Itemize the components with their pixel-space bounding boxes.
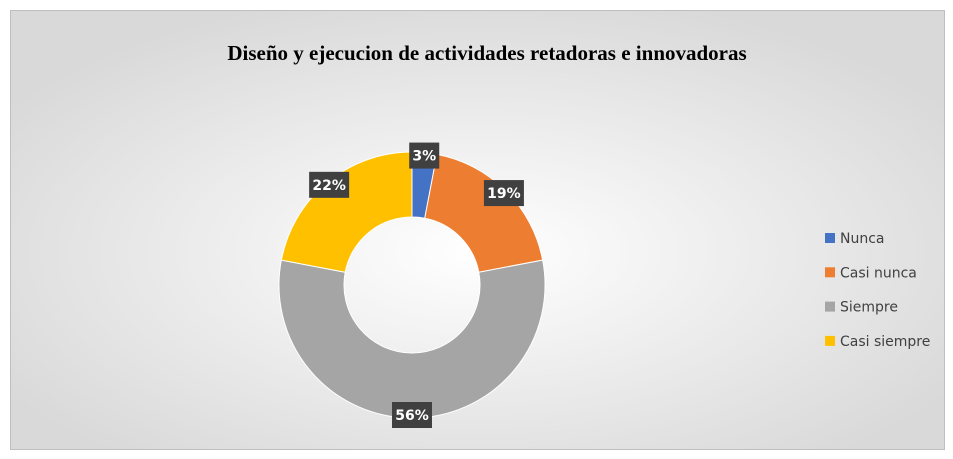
value-label: 3% (412, 149, 436, 165)
value-label-box (409, 142, 440, 169)
legend-label: Casi nunca (840, 265, 917, 281)
value-label-box (483, 180, 524, 207)
legend-swatch (825, 335, 835, 346)
donut-slice (280, 151, 413, 273)
value-label-box (309, 171, 350, 198)
donut-slice (278, 259, 546, 419)
legend-swatch (825, 301, 835, 312)
legend-swatch (825, 267, 835, 278)
value-label: 19% (487, 186, 521, 202)
legend-label: Siempre (840, 300, 898, 316)
legend-label: Nunca (840, 231, 885, 247)
chart-title: Diseño y ejecucion de actividades retado… (227, 41, 746, 65)
donut-slice (424, 153, 544, 273)
value-label: 22% (312, 178, 346, 194)
legend-label: Casi siempre (840, 334, 930, 350)
value-label: 56% (395, 408, 429, 424)
legend-swatch (825, 233, 835, 243)
value-label-box (392, 402, 432, 428)
